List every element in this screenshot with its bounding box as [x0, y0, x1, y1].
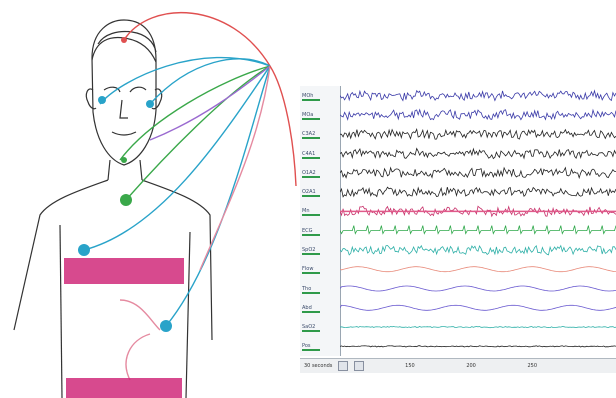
trace-spo2 [340, 244, 616, 256]
trace-moa [340, 108, 616, 121]
channel-gain-bar [302, 349, 320, 352]
channel-gain-bar [302, 117, 320, 120]
trace-tho [340, 285, 616, 292]
channel-label-2[interactable]: C3A2 [302, 129, 336, 140]
ecg-electrode-left [78, 244, 90, 256]
channel-label-13[interactable]: Pos [302, 341, 336, 352]
channel-label-3[interactable]: C4A1 [302, 149, 336, 159]
trace-ecg [340, 225, 616, 235]
channel-gain-bar [302, 175, 320, 178]
channel-label-9[interactable]: Flow [302, 264, 336, 275]
channel-gain-bar [302, 137, 320, 140]
time-mark-2: 200 [466, 363, 476, 369]
channel-gain-bar [302, 233, 320, 236]
channel-label-7[interactable]: ECG [302, 226, 336, 236]
next-page-button[interactable] [353, 360, 364, 371]
channel-gain-bar [302, 252, 320, 255]
channel-label-8[interactable]: SpO2 [302, 245, 336, 255]
neck-electrode [120, 194, 132, 206]
trace-flow [340, 266, 616, 273]
eog-electrode-left [98, 96, 106, 104]
timeline-footer: 30 seconds 150 200 250 [300, 358, 616, 373]
abdomen-belt [66, 378, 182, 398]
channel-gain-bar [302, 156, 320, 159]
psg-recording-panel: MOh MOa C3A2 C4A1 O1A2 O2A1 Mn ECG SpO2 Flow Tho Ab… [300, 86, 616, 376]
channel-label-6[interactable]: Mn [302, 206, 336, 217]
sensor-wires [83, 12, 297, 381]
zoom-label[interactable]: 30 seconds [304, 363, 333, 369]
channel-label-column: MOh MOa C3A2 C4A1 O1A2 O2A1 Mn ECG SpO2 Flow Tho Ab… [300, 86, 341, 356]
time-mark-1: 150 [405, 363, 415, 369]
channel-label-4[interactable]: O1A2 [302, 168, 336, 178]
channel-gain-bar [302, 330, 320, 333]
chin-electrode [121, 157, 127, 163]
chest-belt [64, 258, 184, 284]
eog-electrode-right [146, 100, 154, 108]
channel-gain-bar [302, 214, 320, 217]
channel-gain-bar [302, 310, 320, 313]
channel-label-0[interactable]: MOh [302, 91, 336, 101]
trace-sao2 [340, 326, 616, 329]
trace-abd [340, 304, 616, 311]
channel-label-1[interactable]: MOa [302, 110, 336, 120]
channel-label-12[interactable]: SaO2 [302, 322, 336, 333]
trace-pos [340, 345, 616, 348]
time-mark-3: 250 [527, 363, 537, 369]
trace-moh [340, 89, 616, 102]
trace-c3a2 [340, 128, 616, 140]
trace-o1a2 [340, 166, 616, 180]
channel-label-10[interactable]: Tho [302, 284, 336, 294]
trace-o2a1 [340, 186, 616, 198]
ecg-electrode-right [160, 320, 172, 332]
channel-gain-bar [302, 195, 320, 198]
trace-mn [340, 205, 616, 218]
channel-gain-bar [302, 272, 320, 275]
channel-gain-bar [302, 98, 320, 101]
prev-page-button[interactable] [337, 360, 348, 371]
channel-gain-bar [302, 291, 320, 294]
patient-illustration [13, 12, 297, 398]
channel-label-11[interactable]: Abd [302, 303, 336, 313]
trace-c4a1 [340, 147, 616, 160]
eeg-electrode-top [121, 37, 127, 43]
head-drawing [13, 19, 213, 398]
channel-label-5[interactable]: O2A1 [302, 187, 336, 198]
trace-area[interactable] [340, 86, 616, 356]
